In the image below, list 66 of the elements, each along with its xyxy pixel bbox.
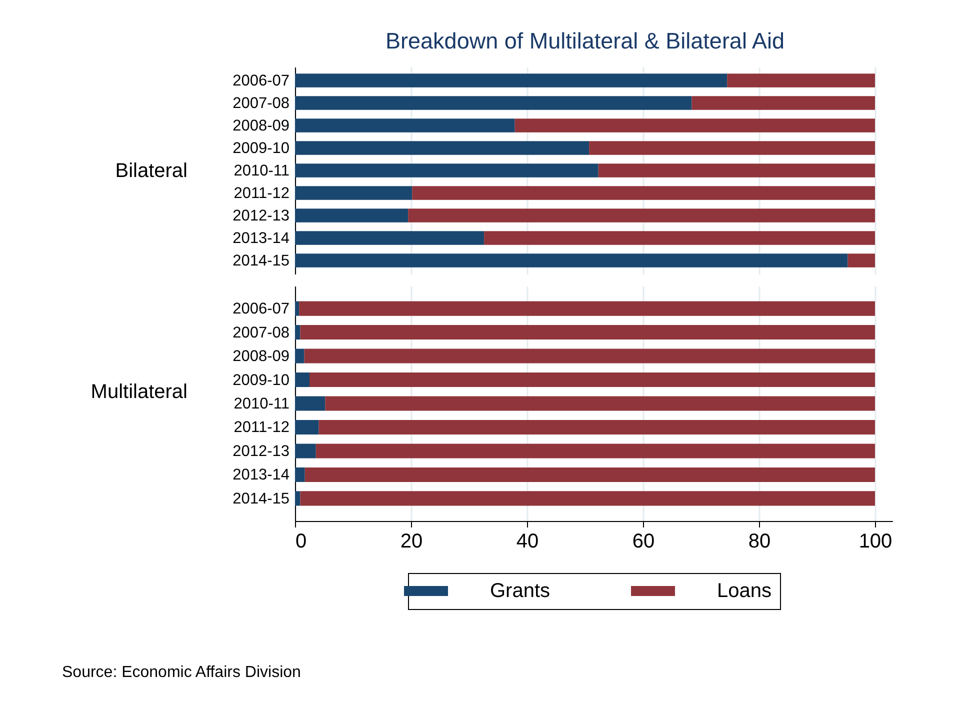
- bar: [316, 444, 875, 458]
- y-tick-label: 2008-09: [232, 348, 290, 366]
- y-tick-label: 2006-07: [232, 72, 290, 90]
- y-tick-label: 2006-07: [232, 300, 290, 318]
- y-tick-label: 2009-10: [232, 372, 290, 389]
- bar: [295, 491, 300, 506]
- x-tick-label: 60: [632, 530, 655, 552]
- y-tick-label: 2014-15: [232, 252, 290, 270]
- x-tick-label: 20: [400, 530, 423, 552]
- bar: [692, 96, 875, 110]
- y-tick-label: 2011-12: [234, 419, 290, 436]
- bar: [295, 467, 305, 482]
- bar: [300, 491, 875, 506]
- bar: [295, 325, 300, 340]
- y-tick-label: 2010-11: [234, 396, 290, 412]
- bar: [310, 372, 875, 388]
- y-tick-label: 2013-14: [232, 230, 290, 247]
- bar: [295, 74, 728, 88]
- bar: [318, 420, 875, 434]
- legend-label: Grants: [490, 580, 550, 602]
- bar: [295, 396, 326, 411]
- bar: [295, 444, 316, 458]
- bar: [589, 141, 875, 155]
- bar: [295, 208, 408, 222]
- bar: [295, 231, 484, 245]
- y-tick-label: 2011-12: [234, 185, 290, 202]
- y-tick-label: 2013-14: [232, 466, 290, 484]
- source-note: Source: Economic Affairs Division: [62, 664, 301, 682]
- bar: [514, 118, 875, 132]
- y-tick-label: 2007-08: [232, 324, 290, 342]
- y-axis-title: Multilateral: [90, 381, 188, 403]
- bar: [304, 467, 875, 482]
- bar: [295, 118, 515, 132]
- x-tick-label: 80: [748, 530, 771, 552]
- bar: [295, 348, 304, 364]
- bar: [408, 208, 875, 222]
- bar: [727, 74, 875, 88]
- bar: [299, 301, 875, 316]
- chart-title: Breakdown of Multilateral & Bilateral Aid: [386, 28, 784, 54]
- bar: [295, 301, 300, 316]
- y-tick-label: 2010-11: [234, 162, 290, 180]
- x-tick-label: 100: [858, 530, 892, 552]
- bar: [295, 96, 692, 110]
- bar: [412, 186, 875, 200]
- bar: [325, 396, 875, 411]
- y-tick-label: 2012-13: [232, 208, 290, 224]
- legend-label: Loans: [717, 580, 772, 602]
- bar: [295, 141, 590, 155]
- bar: [848, 254, 875, 268]
- y-tick-label: 2014-15: [232, 490, 290, 508]
- bar: [304, 348, 875, 364]
- bar: [295, 164, 598, 178]
- y-tick-label: 2012-13: [232, 442, 290, 460]
- bar: [598, 164, 875, 178]
- y-tick-label: 2009-10: [232, 140, 290, 157]
- x-tick-label: 40: [516, 530, 539, 552]
- bar: [300, 325, 875, 340]
- bar: [484, 231, 875, 245]
- bar: [295, 372, 310, 388]
- y-axis-title: Bilateral: [115, 160, 188, 182]
- bar: [295, 254, 848, 268]
- x-tick-label: 0: [296, 530, 307, 552]
- y-tick-label: 2007-08: [232, 95, 290, 112]
- y-tick-label: 2008-09: [232, 118, 290, 134]
- bar: [295, 186, 412, 200]
- bar: [295, 420, 319, 434]
